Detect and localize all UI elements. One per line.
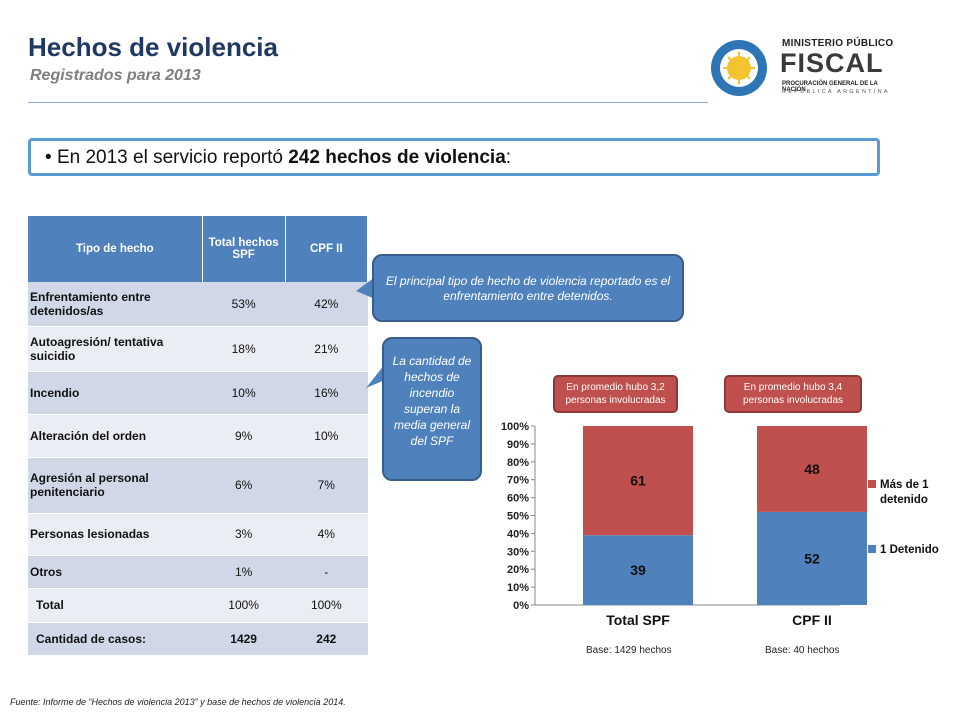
headline-prefix: En 2013 el servicio reportó	[56, 147, 289, 168]
y-tick-label: 40%	[507, 528, 529, 540]
table-cell-label: Personas lesionadas	[28, 513, 203, 556]
table-cell-label: Enfrentamiento entre detenidos/as	[28, 282, 203, 327]
table-cell-total: 10%	[202, 371, 286, 415]
table-cell-cpf: 16%	[285, 371, 368, 415]
violence-types-table: Tipo de hecho Total hechos SPF CPF II En…	[28, 216, 369, 656]
table-cell-label: Cantidad de casos:	[28, 622, 203, 656]
y-tick-label: 0%	[513, 600, 529, 612]
data-label: 61	[630, 473, 646, 489]
y-tick-label: 70%	[507, 475, 529, 487]
y-tick-label: 80%	[507, 457, 529, 469]
fiscal-logo: MINISTERIO PÚBLICO FISCAL PROCURACIÓN GE…	[706, 38, 896, 98]
table-cell-total: 53%	[202, 282, 286, 327]
bar-segment	[757, 511, 867, 605]
table-header: Tipo de hecho	[28, 216, 203, 282]
legend-label: Más de 1	[880, 479, 929, 491]
table-cell-label: Autoagresión/ tentativa suicidio	[28, 326, 203, 372]
table-row: Incendio 10% 16%	[28, 371, 368, 415]
table-cell-label: Agresión al personal penitenciario	[28, 457, 203, 514]
base-spf: Base: 1429 hechos	[586, 645, 672, 656]
table-row-total: Total 100% 100%	[28, 588, 368, 623]
y-tick-label: 50%	[507, 511, 529, 523]
logo-line-2: FISCAL	[780, 48, 884, 78]
callout-pointer	[356, 277, 375, 299]
note-cpf-average: En promedio hubo 3,4 personas involucrad…	[724, 375, 862, 413]
headline-suffix: :	[505, 147, 512, 168]
table-row: Personas lesionadas 3% 4%	[28, 513, 368, 556]
table-cell-total: 9%	[202, 414, 286, 458]
note-spf-average: En promedio hubo 3,2 personas involucrad…	[553, 375, 678, 413]
bar-segment	[583, 535, 693, 605]
table-header: CPF II	[285, 216, 369, 282]
table-row: Otros 1% -	[28, 555, 368, 589]
sun-emblem-icon	[711, 40, 767, 96]
legend-swatch	[868, 480, 876, 488]
y-tick-label: 30%	[507, 546, 529, 558]
table-cell-cpf: 10%	[285, 414, 368, 458]
stacked-bar-chart: 0% 10% 20% 30% 40% 50% 60% 70% 80% 90% 100% 39 61 Tot…	[501, 421, 939, 628]
logo-line-1: MINISTERIO PÚBLICO	[782, 38, 894, 49]
table-row: Alteración del orden 9% 10%	[28, 414, 368, 458]
base-cpf: Base: 40 hechos	[765, 645, 840, 656]
table-row: Enfrentamiento entre detenidos/as 53% 42…	[28, 282, 368, 327]
table-header: Total hechos SPF	[202, 216, 286, 282]
legend-label: detenido	[880, 494, 928, 506]
table-cell-label: Incendio	[28, 371, 203, 415]
table-cell-label: Total	[28, 588, 203, 623]
table-row-cases: Cantidad de casos: 1429 242	[28, 622, 368, 656]
category-label: CPF II	[792, 612, 832, 628]
data-label: 39	[630, 562, 646, 578]
bar-segment	[583, 426, 693, 536]
headline-text: • En 2013 el servicio reportó 242 hechos…	[45, 147, 511, 169]
y-tick-label: 10%	[507, 582, 529, 594]
logo-line-4: REPÚBLICA ARGENTINA	[782, 89, 890, 95]
table-cell-total: 6%	[202, 457, 286, 514]
table-header-row: Tipo de hecho Total hechos SPF CPF II	[28, 216, 369, 282]
table-cell-total: 100%	[202, 588, 286, 623]
callout-pointer	[366, 364, 385, 388]
table-cell-total: 1%	[202, 555, 286, 589]
y-tick-label: 20%	[507, 564, 529, 576]
source-note: Fuente: Informe de “Hechos de violencia …	[10, 697, 346, 707]
callout-incendio: La cantidad de hechos de incendio supera…	[382, 337, 482, 481]
bar-segment	[757, 426, 867, 512]
legend-swatch	[868, 545, 876, 553]
headline-box: • En 2013 el servicio reportó 242 hechos…	[28, 138, 880, 176]
data-label: 48	[804, 461, 820, 477]
title-divider	[28, 102, 708, 103]
table-cell-cpf: 100%	[285, 588, 368, 623]
headline-emphasis: 242 hechos de violencia	[288, 147, 506, 168]
table-cell-cpf: 242	[285, 622, 368, 656]
table-cell-total: 1429	[202, 622, 286, 656]
data-label: 52	[804, 550, 820, 566]
table-cell-cpf: 4%	[285, 513, 368, 556]
table-cell-label: Otros	[28, 555, 203, 589]
headline-bullet: •	[45, 147, 52, 168]
category-label: Total SPF	[606, 612, 670, 628]
callout-main-finding: El principal tipo de hecho de violencia …	[372, 254, 684, 322]
page-title: Hechos de violencia	[28, 32, 278, 62]
y-tick-label: 90%	[507, 439, 529, 451]
table-cell-total: 3%	[202, 513, 286, 556]
table-cell-cpf: 21%	[285, 326, 368, 372]
logo-line-3: PROCURACIÓN GENERAL DE LA NACIÓN	[782, 81, 878, 93]
table-cell-cpf: -	[285, 555, 368, 589]
y-tick-label: 60%	[507, 493, 529, 505]
table-cell-total: 18%	[202, 326, 286, 372]
legend-label: 1 Detenido	[880, 544, 939, 556]
table-row: Agresión al personal penitenciario 6% 7%	[28, 457, 368, 514]
table-cell-cpf: 7%	[285, 457, 368, 514]
table-cell-cpf: 42%	[285, 282, 368, 327]
y-tick-label: 100%	[501, 421, 529, 433]
table-cell-label: Alteración del orden	[28, 414, 203, 458]
page-subtitle: Registrados para 2013	[30, 67, 201, 84]
table-row: Autoagresión/ tentativa suicidio 18% 21%	[28, 326, 368, 372]
